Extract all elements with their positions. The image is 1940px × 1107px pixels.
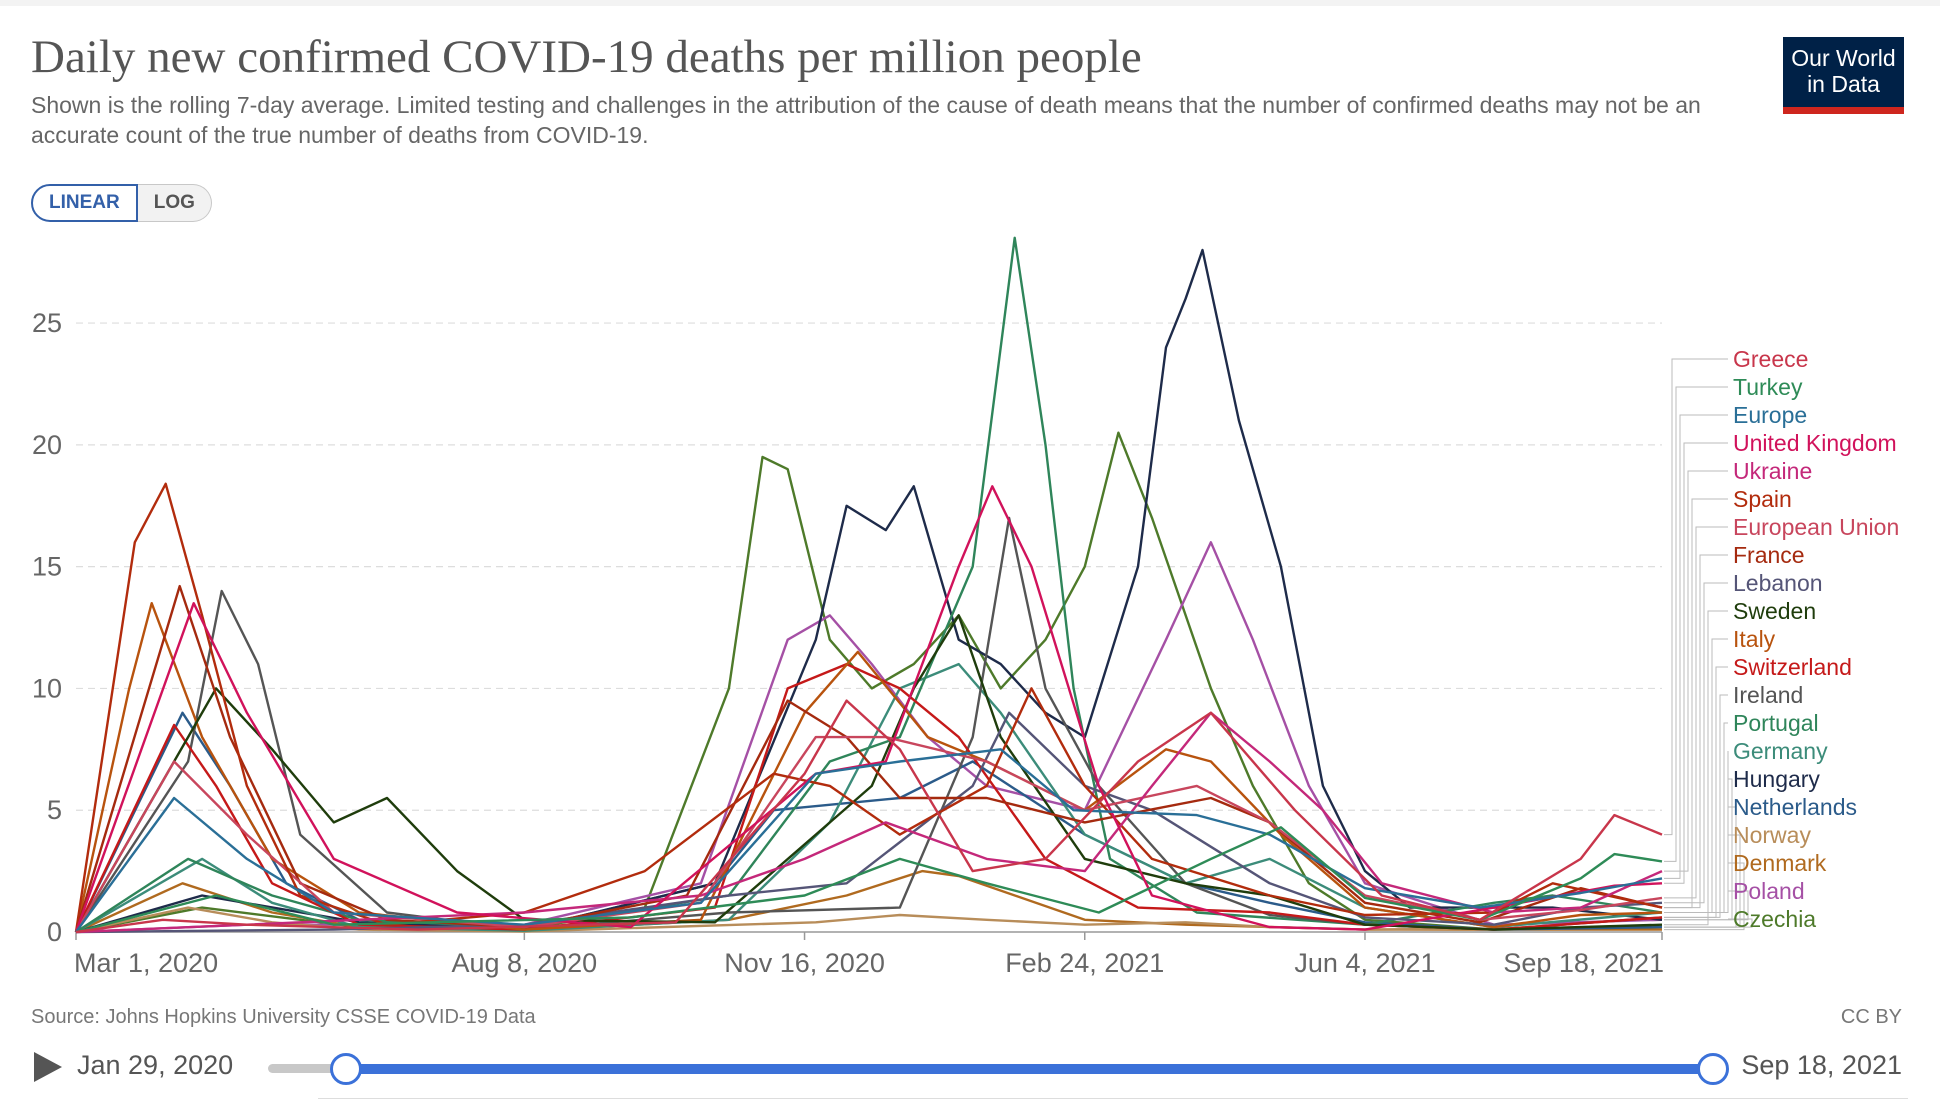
- series-line-europe: [75, 748, 1663, 933]
- series-line-denmark: [75, 869, 1662, 934]
- legend-connector: [1664, 470, 1728, 872]
- legend-label: Sweden: [1733, 598, 1816, 624]
- license-link[interactable]: CC BY: [1840, 1006, 1902, 1028]
- series-line-germany: [75, 662, 1663, 934]
- legend-label: Hungary: [1733, 766, 1820, 792]
- timeline-start-handle[interactable]: [330, 1053, 362, 1085]
- series-line-czechia: [75, 431, 1663, 934]
- series-lines: [74, 236, 1663, 934]
- scale-toggle: LINEAR LOG: [31, 184, 212, 222]
- legend-label: Europe: [1733, 402, 1807, 428]
- y-tick-labels: 0 5 10 15 20 25: [32, 308, 62, 947]
- legend-connector: [1664, 386, 1728, 862]
- source-note: Source: Johns Hopkins University CSSE CO…: [31, 1006, 536, 1028]
- x-tick-label: Nov 16, 2020: [724, 948, 885, 978]
- series-line-greece: [75, 699, 1663, 934]
- timeline-end-label: Sep 18, 2021: [1741, 1050, 1902, 1080]
- legend-connector: [1664, 442, 1728, 884]
- timeline-end-handle[interactable]: [1697, 1053, 1729, 1085]
- owid-logo[interactable]: Our World in Data: [1783, 37, 1904, 114]
- series-line-france: [74, 584, 1663, 933]
- legend-connector: [1664, 778, 1733, 921]
- grid-lines: [76, 322, 1662, 933]
- legend-connector: [1664, 751, 1729, 913]
- logo-line-2: in Data: [1807, 71, 1880, 97]
- legend-label: Netherlands: [1733, 794, 1857, 820]
- timeline-selected-range[interactable]: [343, 1064, 1710, 1074]
- tab-strip-border: [318, 1098, 1908, 1107]
- timeline-start-label: Jan 29, 2020: [77, 1050, 234, 1080]
- series-line-united-kingdom: [74, 485, 1663, 933]
- x-tick-label: Jun 4, 2021: [1294, 948, 1435, 978]
- x-tick-labels: Mar 1, 2020 Aug 8, 2020 Nov 16, 2020 Feb 24…: [74, 932, 1664, 978]
- series-line-sweden: [74, 614, 1663, 933]
- y-tick-label: 10: [32, 673, 62, 703]
- play-icon[interactable]: [34, 1052, 62, 1082]
- legend-label: Norway: [1733, 822, 1811, 848]
- timeline: Jan 29, 2020 Sep 18, 2021: [0, 1040, 1940, 1100]
- series-line-portugal: [75, 236, 1663, 934]
- legend-label: Denmark: [1733, 850, 1827, 876]
- y-tick-label: 15: [32, 552, 62, 582]
- legend-label: Lebanon: [1733, 570, 1823, 596]
- legend-connector: [1664, 414, 1728, 879]
- legend-connector: [1664, 862, 1745, 931]
- legend-label: France: [1733, 542, 1805, 568]
- legend-connector: [1664, 358, 1728, 836]
- page-title: Daily new confirmed COVID-19 deaths per …: [31, 31, 1142, 83]
- legend-connector: [1664, 890, 1749, 921]
- legend-connector: [1664, 834, 1741, 928]
- series-line-spain: [74, 482, 1663, 933]
- legend-label: Greece: [1733, 346, 1808, 372]
- x-tick-label: Aug 8, 2020: [452, 948, 598, 978]
- y-tick-label: 5: [47, 795, 62, 825]
- top-border: [0, 0, 1940, 6]
- legend-label: Switzerland: [1733, 654, 1852, 680]
- y-tick-label: 0: [47, 917, 62, 947]
- legend-label: Italy: [1733, 626, 1776, 652]
- y-tick-label: 25: [32, 308, 62, 338]
- legend-connector: [1664, 582, 1728, 904]
- series-line-ireland: [74, 516, 1663, 933]
- legend-label: Spain: [1733, 486, 1792, 512]
- legend-label: United Kingdom: [1733, 430, 1897, 456]
- legend-label: Ireland: [1733, 682, 1803, 708]
- page-subtitle: Shown is the rolling 7-day average. Limi…: [31, 92, 1701, 148]
- y-tick-label: 20: [32, 430, 62, 460]
- legend-connector: [1664, 526, 1728, 899]
- legend-label: Ukraine: [1733, 458, 1812, 484]
- legend-label: Germany: [1733, 738, 1828, 764]
- series-line-turkey: [75, 826, 1663, 934]
- legend-label: European Union: [1733, 514, 1899, 540]
- legend-connector: [1664, 694, 1728, 918]
- logo-accent-bar: [1783, 107, 1904, 114]
- linear-scale-button[interactable]: LINEAR: [31, 184, 138, 222]
- legend-label: Turkey: [1733, 374, 1803, 400]
- legend-connector: [1664, 554, 1728, 909]
- series-line-italy: [74, 602, 1663, 933]
- legend-label: Poland: [1733, 878, 1805, 904]
- x-tick-label: Sep 18, 2021: [1503, 948, 1664, 978]
- legend-connector: [1664, 918, 1753, 928]
- legend-connector: [1664, 610, 1728, 926]
- logo-line-1: Our World: [1791, 45, 1896, 71]
- x-tick-label: Feb 24, 2021: [1005, 948, 1164, 978]
- x-tick-label: Mar 1, 2020: [74, 948, 218, 978]
- log-scale-button[interactable]: LOG: [137, 184, 212, 222]
- legend-label: Czechia: [1733, 906, 1816, 932]
- legend-label: Portugal: [1733, 710, 1819, 736]
